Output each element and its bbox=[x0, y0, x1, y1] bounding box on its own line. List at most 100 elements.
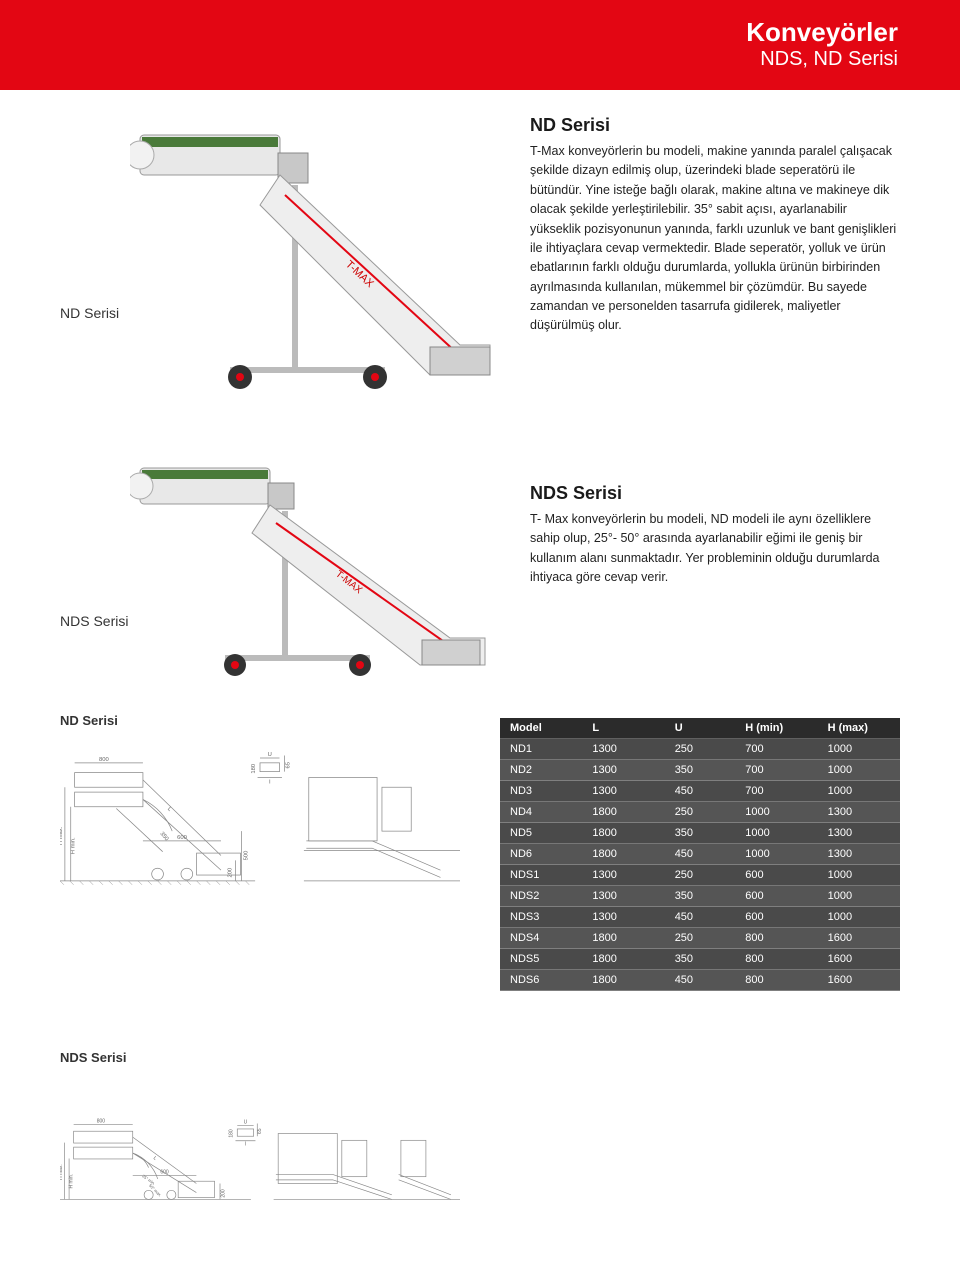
svg-text:H max.: H max. bbox=[60, 1164, 64, 1180]
table-cell: 1000 bbox=[818, 781, 900, 802]
table-cell: 350 bbox=[665, 760, 736, 781]
table-row: NDS213003506001000 bbox=[500, 886, 900, 907]
table-cell: 1800 bbox=[582, 949, 664, 970]
table-cell: 250 bbox=[665, 802, 736, 823]
table-cell: 1300 bbox=[582, 781, 664, 802]
table-cell: NDS2 bbox=[500, 886, 582, 907]
nd-tech-drawing: 800 600 L 350 500 200 H max. H min. U 65… bbox=[60, 734, 460, 899]
table-cell: 600 bbox=[735, 865, 817, 886]
table-row: ND4180025010001300 bbox=[500, 802, 900, 823]
table-cell: 700 bbox=[735, 781, 817, 802]
nd-drawing-label: ND Serisi bbox=[60, 713, 500, 728]
table-cell: 250 bbox=[665, 928, 736, 949]
table-cell: 1800 bbox=[582, 928, 664, 949]
table-cell: 800 bbox=[735, 928, 817, 949]
table-cell: 450 bbox=[665, 844, 736, 865]
svg-text:L: L bbox=[166, 806, 173, 813]
table-cell: 450 bbox=[665, 970, 736, 991]
table-cell: ND3 bbox=[500, 781, 582, 802]
table-cell: ND2 bbox=[500, 760, 582, 781]
nds-conveyor-image: T-MAX bbox=[130, 453, 500, 703]
table-cell: NDS3 bbox=[500, 907, 582, 928]
table-cell: 600 bbox=[735, 886, 817, 907]
nd-body: T-Max konveyörlerin bu modeli, makine ya… bbox=[530, 142, 900, 336]
spec-table-header-row: Model L U H (min) H (max) bbox=[500, 718, 900, 739]
table-cell: 700 bbox=[735, 739, 817, 760]
table-cell: 1000 bbox=[818, 865, 900, 886]
col-hmin: H (min) bbox=[735, 718, 817, 739]
svg-text:H max.: H max. bbox=[60, 826, 64, 845]
table-cell: 350 bbox=[665, 949, 736, 970]
table-cell: 350 bbox=[665, 886, 736, 907]
table-cell: 1800 bbox=[582, 823, 664, 844]
table-cell: 450 bbox=[665, 781, 736, 802]
table-cell: 1000 bbox=[735, 844, 817, 865]
table-cell: NDS5 bbox=[500, 949, 582, 970]
nd-text: ND Serisi T-Max konveyörlerin bu modeli,… bbox=[500, 115, 900, 425]
header-subtitle: NDS, ND Serisi bbox=[0, 47, 898, 71]
table-cell: 1000 bbox=[818, 760, 900, 781]
nd-image-label: ND Serisi bbox=[60, 305, 119, 321]
table-row: ND213003507001000 bbox=[500, 760, 900, 781]
table-cell: ND5 bbox=[500, 823, 582, 844]
table-cell: 1000 bbox=[735, 823, 817, 844]
table-row: NDS313004506001000 bbox=[500, 907, 900, 928]
nds-tech-drawing: 800 600 L H max. H min. 50° max. 25° min… bbox=[60, 1071, 460, 1246]
table-cell: 700 bbox=[735, 760, 817, 781]
table-cell: 250 bbox=[665, 865, 736, 886]
spec-table: Model L U H (min) H (max) ND113002507001… bbox=[500, 718, 900, 991]
table-row: ND313004507001000 bbox=[500, 781, 900, 802]
table-cell: 1600 bbox=[818, 949, 900, 970]
nds-body: T- Max konveyörlerin bu modeli, ND model… bbox=[530, 510, 900, 588]
svg-text:800: 800 bbox=[99, 757, 110, 763]
svg-text:U: U bbox=[268, 752, 272, 758]
table-cell: NDS1 bbox=[500, 865, 582, 886]
table-row: NDS418002508001600 bbox=[500, 928, 900, 949]
col-u: U bbox=[665, 718, 736, 739]
table-cell: 1300 bbox=[818, 802, 900, 823]
table-cell: 800 bbox=[735, 949, 817, 970]
table-cell: 800 bbox=[735, 970, 817, 991]
table-row: NDS113002506001000 bbox=[500, 865, 900, 886]
table-cell: ND6 bbox=[500, 844, 582, 865]
svg-text:H min.: H min. bbox=[71, 837, 77, 854]
table-cell: 1300 bbox=[582, 865, 664, 886]
table-cell: 1000 bbox=[818, 907, 900, 928]
nds-image-label: NDS Serisi bbox=[60, 613, 128, 629]
svg-text:180: 180 bbox=[229, 1129, 235, 1138]
svg-text:800: 800 bbox=[97, 1119, 106, 1125]
table-cell: 1300 bbox=[818, 823, 900, 844]
table-cell: 1000 bbox=[735, 802, 817, 823]
col-model: Model bbox=[500, 718, 582, 739]
table-cell: 250 bbox=[665, 739, 736, 760]
table-cell: 1300 bbox=[582, 907, 664, 928]
svg-text:180: 180 bbox=[251, 763, 257, 774]
table-cell: NDS6 bbox=[500, 970, 582, 991]
table-cell: 1300 bbox=[818, 844, 900, 865]
table-cell: 1000 bbox=[818, 739, 900, 760]
col-hmax: H (max) bbox=[818, 718, 900, 739]
nd-drawing-block: ND Serisi bbox=[60, 713, 500, 904]
svg-text:65: 65 bbox=[285, 762, 291, 769]
nds-drawing-block: NDS Serisi bbox=[60, 1050, 940, 1251]
nds-heading: NDS Serisi bbox=[530, 483, 900, 504]
table-row: ND5180035010001300 bbox=[500, 823, 900, 844]
nd-heading: ND Serisi bbox=[530, 115, 900, 136]
col-l: L bbox=[582, 718, 664, 739]
table-cell: ND1 bbox=[500, 739, 582, 760]
nds-image-area: NDS Serisi T-MAX bbox=[60, 453, 500, 703]
nd-conveyor-image: T-MAX bbox=[130, 115, 500, 415]
svg-text:L: L bbox=[152, 1155, 158, 1162]
nds-section: NDS Serisi T-MAX NDS Serisi T- Max konve… bbox=[60, 453, 900, 703]
page-header: Konveyörler NDS, ND Serisi bbox=[0, 0, 960, 90]
table-cell: 1300 bbox=[582, 739, 664, 760]
table-row: ND113002507001000 bbox=[500, 739, 900, 760]
table-cell: 1300 bbox=[582, 886, 664, 907]
svg-text:H min.: H min. bbox=[69, 1174, 75, 1188]
svg-text:600: 600 bbox=[160, 1170, 169, 1176]
svg-text:65: 65 bbox=[257, 1128, 263, 1134]
svg-text:600: 600 bbox=[177, 835, 188, 841]
svg-text:I: I bbox=[245, 1141, 246, 1147]
nds-drawing-label: NDS Serisi bbox=[60, 1050, 940, 1065]
table-cell: NDS4 bbox=[500, 928, 582, 949]
